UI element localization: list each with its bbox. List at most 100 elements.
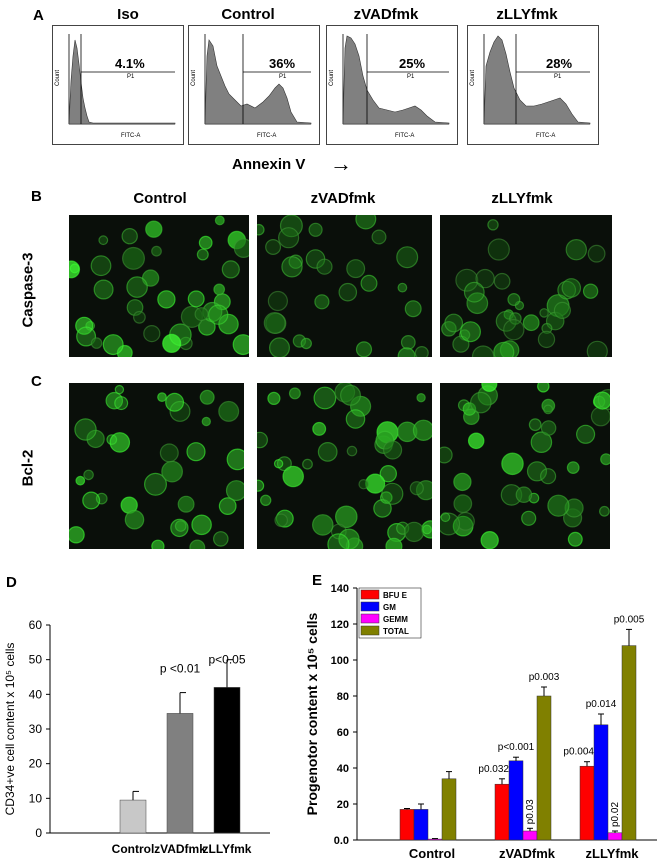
x-tick-label: zLLYfmk	[586, 846, 640, 861]
y-tick-label: 80	[337, 691, 349, 703]
bar-TOTAL-Control	[441, 778, 457, 841]
y-tick-label: 10	[29, 791, 43, 805]
hist-percent-control: 36%	[269, 56, 296, 71]
micrograph-bcl2-zvadfmk	[257, 383, 432, 549]
y-tick-label: 40	[29, 687, 43, 701]
micrograph-caspase3-zllyfmk	[440, 215, 612, 357]
y-tick-label: 0	[35, 826, 42, 840]
gate-label: P1	[554, 74, 562, 80]
panel-a-label: A	[33, 7, 44, 24]
y-tick-label: 0.0	[334, 835, 349, 847]
col-title-zllyfmk: zLLYfmk	[491, 190, 553, 207]
hist-title-iso: Iso	[117, 6, 139, 23]
legend-swatch	[360, 601, 380, 612]
chart-d: 0 10 20 30 40 50 60 CD34+ve cell content x 10⁵ …	[3, 618, 270, 856]
x-tick-label: Control	[112, 842, 155, 856]
y-axis-label: CD34+ve cell content x 10⁵ cells	[3, 643, 17, 816]
panel-b-label: B	[31, 188, 42, 205]
y-tick-label: 20	[337, 799, 349, 811]
y-tick-label: 30	[29, 722, 43, 736]
micrograph-bcl2-zllyfmk	[440, 383, 610, 549]
legend-label: BFU E	[383, 591, 408, 600]
legend-swatch	[360, 613, 380, 624]
hist-xlabel: FITC-A	[257, 133, 276, 139]
p-value-annotation: p0.003	[529, 672, 560, 683]
hist-ylabel: Count	[191, 70, 197, 86]
y-tick-label: 100	[331, 655, 349, 667]
hist-xlabel: FITC-A	[536, 133, 555, 139]
hist-percent-zvadfmk: 25%	[399, 56, 426, 71]
bar-zVADfmk	[166, 713, 194, 834]
hist-title-control: Control	[221, 6, 275, 23]
arrow-right-icon: →	[330, 151, 352, 176]
y-tick-label: 40	[337, 763, 349, 775]
p-value-annotation: p0.032	[478, 764, 509, 775]
col-title-control: Control	[133, 190, 187, 207]
micrograph-caspase3-control	[69, 215, 249, 357]
histogram-zvadfmk: Count FITC-A P1 25%	[326, 25, 458, 145]
chart-e: 0.0 20 40 60 80 100 120 140 Progenotor content x…	[304, 583, 657, 861]
y-axis-label: Progenotor content x 10⁵ cells	[304, 612, 320, 815]
x-tick-label: Control	[409, 846, 455, 861]
p-value-annotation: p <0.01	[160, 662, 201, 676]
bar-BFU E-zVADfmk	[494, 783, 510, 841]
bar-BFU E-zLLYfmk	[579, 765, 595, 841]
p-value-annotation: p0.005	[614, 614, 645, 625]
p-value-annotation: p0.004	[563, 747, 594, 758]
bar-zLLYfmk	[213, 687, 241, 834]
col-title-zvadfmk: zVADfmk	[310, 190, 376, 207]
y-tick-label: 60	[337, 727, 349, 739]
bar-GEMM-zLLYfmk	[607, 832, 623, 841]
bar-GM-Control	[413, 809, 429, 841]
micrograph-caspase3-zvadfmk	[257, 215, 432, 357]
p-value-annotation: p<0.001	[498, 742, 535, 753]
y-tick-label: 120	[331, 619, 349, 631]
bar-TOTAL-zVADfmk	[536, 695, 552, 841]
y-tick-label: 60	[29, 618, 43, 632]
gate-label: P1	[127, 74, 135, 80]
y-tick-label: 50	[29, 653, 43, 667]
panel-d-label: D	[6, 574, 17, 591]
y-tick-label: 140	[331, 583, 349, 595]
legend-label: TOTAL	[383, 627, 409, 636]
panel-c-label: C	[31, 373, 42, 390]
hist-ylabel: Count	[329, 70, 335, 86]
histogram-iso: Count FITC-A P1 4.1%	[52, 25, 184, 145]
micrograph-bcl2-control	[69, 383, 244, 549]
gate-label: P1	[279, 74, 287, 80]
panel-e-label: E	[312, 572, 323, 589]
bar-Control	[119, 799, 147, 834]
hist-title-zllyfmk: zLLYfmk	[496, 6, 558, 23]
hist-xlabel: FITC-A	[121, 133, 140, 139]
x-tick-label: zVADfmk	[499, 846, 556, 861]
hist-percent-zllyfmk: 28%	[546, 56, 573, 71]
histogram-zllyfmk: Count FITC-A P1 28%	[467, 25, 599, 145]
hist-xlabel: FITC-A	[395, 133, 414, 139]
legend-label: GM	[383, 603, 396, 612]
legend-label: GEMM	[383, 615, 408, 624]
row-label-bcl2: Bcl-2	[19, 449, 37, 487]
p-value-annotation: p<0.05	[208, 653, 245, 667]
x-tick-label: zLLYfmk	[203, 842, 252, 856]
row-label-caspase3: Caspase-3	[19, 252, 37, 328]
hist-title-zvadfmk: zVADfmk	[353, 6, 419, 23]
annexin-label: Annexin V	[232, 156, 306, 173]
legend-swatch	[360, 625, 380, 636]
p-value-annotation: p0.014	[586, 699, 617, 710]
x-tick-label: zVADfmk	[154, 842, 206, 856]
p-value-annotation: p0.03	[525, 799, 536, 824]
bar-GM-zLLYfmk	[593, 724, 609, 841]
hist-ylabel: Count	[55, 70, 61, 86]
bar-BFU E-Control	[399, 809, 415, 841]
bar-GM-zVADfmk	[508, 760, 524, 841]
y-tick-label: 20	[29, 757, 43, 771]
legend-swatch	[360, 589, 380, 600]
bar-GEMM-zVADfmk	[522, 830, 538, 841]
bar-TOTAL-zLLYfmk	[621, 645, 637, 841]
hist-ylabel: Count	[470, 70, 476, 86]
gate-label: P1	[407, 74, 415, 80]
p-value-annotation: p0.02	[610, 802, 621, 827]
bar-GEMM-Control	[427, 838, 443, 841]
hist-percent-iso: 4.1%	[115, 56, 145, 71]
histogram-control: Count FITC-A P1 36%	[188, 25, 320, 145]
